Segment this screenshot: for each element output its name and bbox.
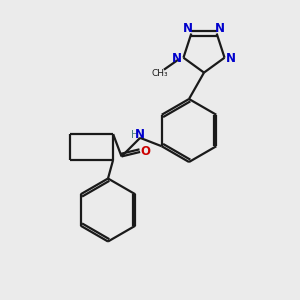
Text: N: N (135, 128, 145, 141)
Text: N: N (172, 52, 182, 65)
Text: N: N (183, 22, 193, 34)
Text: O: O (140, 145, 151, 158)
Text: N: N (215, 22, 225, 34)
Text: H: H (130, 130, 138, 140)
Text: N: N (226, 52, 236, 65)
Text: CH₃: CH₃ (152, 69, 168, 78)
